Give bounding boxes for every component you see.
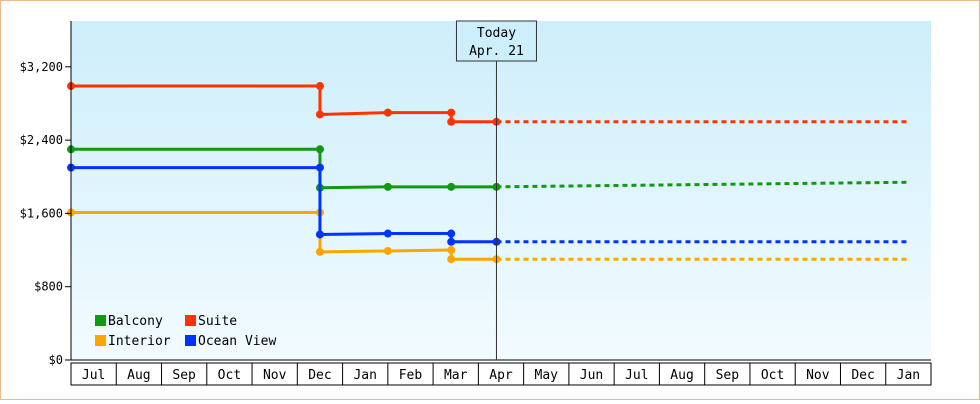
legend-label-suite: Suite (198, 314, 237, 329)
data-point-interior (383, 246, 392, 255)
legend-swatch-ocean-view (185, 335, 196, 346)
data-point-suite (315, 82, 324, 91)
today-box (455, 20, 537, 62)
x-tick-label: Jan (897, 368, 920, 383)
data-point-ocean-view (315, 163, 324, 172)
x-tick-label: Nov (806, 368, 830, 383)
x-tick-label: Dec (308, 368, 331, 383)
y-tick-label: $800 (34, 280, 63, 294)
data-point-balcony (315, 145, 324, 154)
y-tick-label: $2,400 (20, 133, 63, 147)
x-tick-label: Jul (82, 368, 105, 383)
x-tick-label: May (535, 368, 559, 383)
data-point-ocean-view (315, 230, 324, 239)
x-tick-label: Aug (670, 368, 693, 383)
x-axis-band (70, 362, 932, 386)
data-point-balcony (447, 182, 456, 191)
x-tick-label: Nov (263, 368, 287, 383)
data-point-interior (447, 246, 456, 255)
x-tick-label: Apr (489, 368, 513, 383)
series-line-balcony (71, 147, 497, 190)
plot-area (71, 21, 931, 360)
today-label: Today (477, 26, 516, 41)
y-tick-label: $0 (49, 353, 63, 367)
x-tick-label: Aug (127, 368, 150, 383)
legend-label-balcony: Balcony (108, 314, 163, 329)
y-tick-label: $3,200 (20, 60, 63, 74)
series-balcony (67, 145, 909, 192)
data-point-ocean-view (447, 237, 456, 246)
legend-swatch-suite (185, 315, 196, 326)
x-tick-label: Jun (580, 368, 603, 383)
y-tick-label: $1,600 (20, 206, 63, 220)
data-point-interior (447, 255, 456, 264)
x-tick-label: Mar (444, 368, 468, 383)
data-point-balcony (383, 182, 392, 191)
legend-swatch-balcony (95, 315, 106, 326)
x-tick-label: Oct (761, 368, 784, 383)
legend-label-interior: Interior (108, 334, 171, 349)
x-tick-label: Jul (625, 368, 648, 383)
data-point-suite (447, 108, 456, 117)
data-point-ocean-view (383, 229, 392, 238)
x-tick-label: Sep (716, 368, 740, 383)
data-point-ocean-view (447, 229, 456, 238)
x-tick-label: Sep (172, 368, 196, 383)
legend-label-ocean-view: Ocean View (198, 334, 276, 349)
x-tick-label: Dec (851, 368, 874, 383)
data-point-suite (383, 108, 392, 117)
x-tick-label: Oct (218, 368, 241, 383)
series-forecast-balcony (496, 180, 909, 189)
x-tick-label: Feb (399, 368, 423, 383)
data-point-interior (315, 247, 324, 256)
x-tick-label: Jan (353, 368, 376, 383)
data-point-suite (315, 110, 324, 119)
data-point-suite (447, 117, 456, 126)
legend-swatch-interior (95, 335, 106, 346)
today-date: Apr. 21 (469, 44, 524, 59)
